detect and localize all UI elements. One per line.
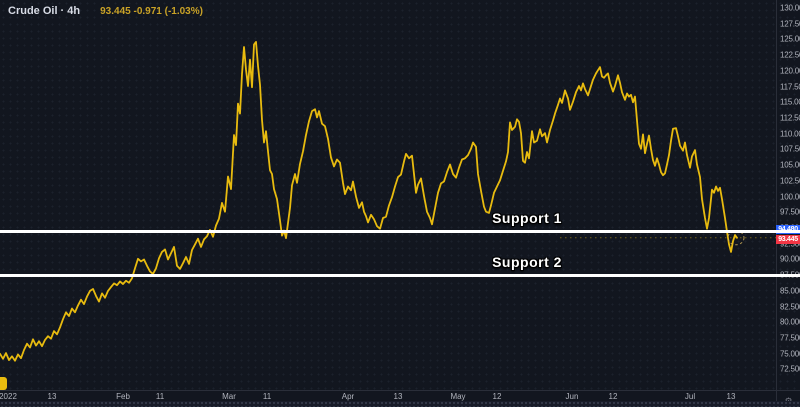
price-axis-label: 105.000 bbox=[780, 160, 800, 170]
price-axis-label: 80.000 bbox=[780, 317, 800, 327]
price-axis-label: 110.000 bbox=[780, 129, 800, 139]
time-axis-label: 11 bbox=[262, 392, 272, 401]
axis-settings-cell[interactable]: ⚙ bbox=[776, 390, 800, 406]
time-axis-label: 13 bbox=[393, 392, 403, 401]
bottom-strip bbox=[0, 401, 800, 407]
time-axis-label: 11 bbox=[155, 392, 165, 401]
price-axis-label: 130.000 bbox=[780, 3, 800, 13]
price-axis-label: 102.500 bbox=[780, 176, 800, 186]
price-axis-label: 122.500 bbox=[780, 50, 800, 60]
chart-plot-area[interactable] bbox=[0, 0, 800, 390]
support1-line[interactable] bbox=[0, 229, 800, 233]
support2-line[interactable] bbox=[0, 273, 800, 277]
support2-label: Support 2 bbox=[492, 254, 562, 271]
price-axis-label: 82.500 bbox=[780, 302, 800, 312]
price-axis[interactable]: 130.000 127.500 125.000 122.500 120.000 117.5… bbox=[776, 0, 800, 390]
price-axis-label: 97.500 bbox=[780, 207, 800, 217]
chart-legend[interactable]: Crude Oil · 4h 93.445 -0.971 (-1.03%) bbox=[8, 5, 203, 17]
time-axis-label: Jul bbox=[684, 392, 696, 401]
price-axis-label: 112.500 bbox=[780, 113, 800, 123]
time-axis[interactable]: 2022 13 Feb 11 Mar 11 Apr 13 May 12 Jun 12 Jul 13 bbox=[0, 390, 800, 401]
time-axis-label: 13 bbox=[726, 392, 736, 401]
price-axis-label: 107.500 bbox=[780, 144, 800, 154]
time-axis-label: Mar bbox=[222, 392, 236, 401]
price-axis-label: 77.500 bbox=[780, 333, 800, 343]
symbol-quote: 93.445 -0.971 (-1.03%) bbox=[100, 6, 203, 17]
price-axis-label: 115.000 bbox=[780, 97, 800, 107]
price-axis-label: 120.000 bbox=[780, 66, 800, 76]
price-axis-label: 90.000 bbox=[780, 254, 800, 264]
time-axis-label: May bbox=[450, 392, 466, 401]
time-axis-label: Feb bbox=[116, 392, 130, 401]
support1-price-tag: 94.480 bbox=[776, 224, 800, 235]
price-axis-label: 125.000 bbox=[780, 34, 800, 44]
last-price-tag: 93.445 bbox=[776, 234, 800, 245]
time-axis-label: Jun bbox=[565, 392, 579, 401]
price-axis-label: 72.500 bbox=[780, 364, 800, 374]
price-axis-label: 117.500 bbox=[780, 82, 800, 92]
symbol-title[interactable]: Crude Oil · 4h bbox=[8, 5, 81, 17]
price-series-svg bbox=[0, 41, 776, 362]
price-axis-label: 85.000 bbox=[780, 286, 800, 296]
price-line-series bbox=[0, 41, 738, 362]
price-axis-label: 127.500 bbox=[780, 19, 800, 29]
time-axis-label: 12 bbox=[608, 392, 618, 401]
time-axis-label: 2022 bbox=[0, 392, 17, 401]
time-axis-label: 13 bbox=[47, 392, 57, 401]
series-start-marker bbox=[0, 377, 7, 390]
price-axis-label: 100.000 bbox=[780, 192, 800, 202]
support1-label: Support 1 bbox=[492, 210, 562, 227]
time-axis-label: Apr bbox=[341, 392, 355, 401]
time-axis-label: 12 bbox=[492, 392, 502, 401]
price-axis-label: 75.000 bbox=[780, 349, 800, 359]
